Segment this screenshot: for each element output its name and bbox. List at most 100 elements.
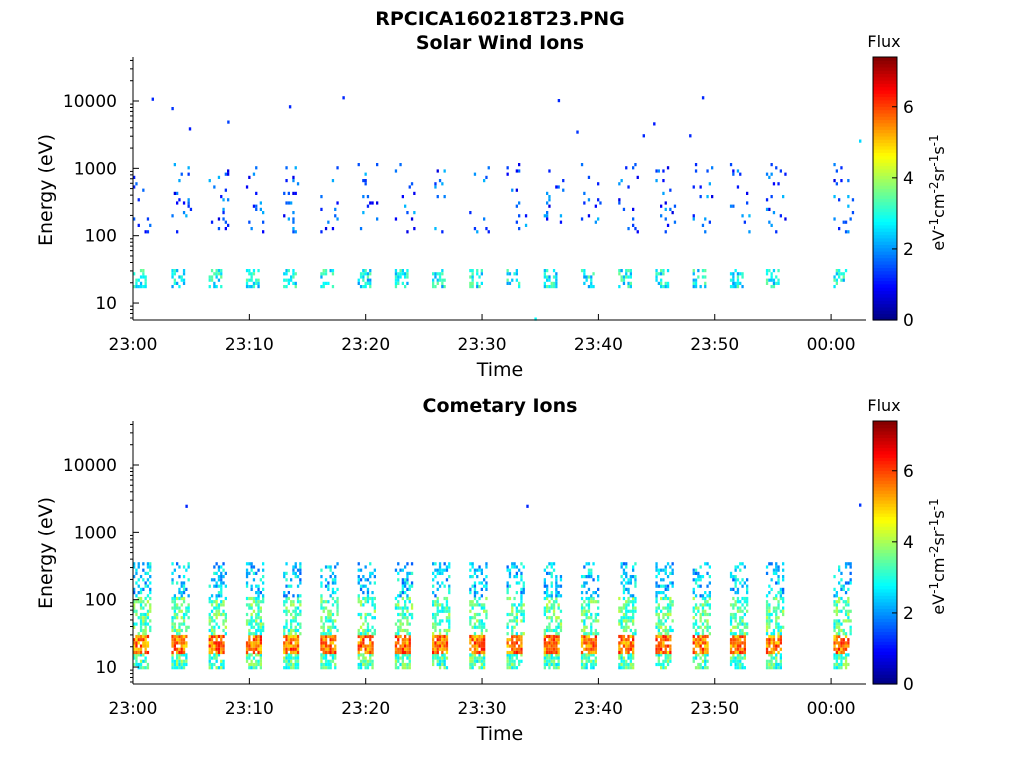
flux-cell [133, 603, 136, 607]
flux-cell [259, 634, 262, 639]
flux-cell [255, 571, 258, 575]
flux-cell [185, 214, 188, 218]
flux-cell [699, 619, 702, 623]
flux-cell [252, 571, 256, 575]
flux-cell [552, 659, 556, 663]
flux-cell [779, 632, 782, 636]
flux-cell [506, 650, 509, 655]
flux-cell [178, 634, 181, 639]
flux-cell [441, 182, 444, 186]
flux-cell [250, 565, 253, 569]
colorbar-segment [873, 287, 897, 292]
flux-cell [324, 565, 328, 569]
flux-cell [557, 616, 560, 620]
flux-cell [480, 571, 483, 575]
flux-cell [699, 666, 702, 670]
flux-cell [546, 269, 549, 273]
flux-cell [322, 644, 325, 648]
flux-cell [142, 622, 145, 626]
flux-cell [436, 281, 439, 285]
flux-cell [699, 578, 702, 582]
flux-cell [443, 169, 446, 173]
flux-cell [664, 594, 667, 598]
flux-cell [441, 581, 444, 585]
flux-cell [146, 230, 150, 234]
flux-cell [587, 603, 591, 607]
flux-cell [248, 638, 251, 642]
flux-cell [373, 575, 376, 579]
flux-cell [394, 269, 398, 273]
flux-cell [397, 281, 400, 285]
flux-cell [840, 596, 843, 601]
flux-cell [697, 269, 700, 273]
flux-cell [322, 632, 325, 636]
flux-cell [849, 628, 852, 633]
flux-cell [182, 272, 186, 276]
flux-cell [369, 644, 372, 648]
flux-cell [176, 659, 179, 663]
flux-cell [559, 594, 563, 598]
flux-cell [741, 650, 744, 655]
flux-cell [838, 625, 841, 629]
flux-cell [397, 659, 400, 663]
flux-cell [320, 619, 323, 623]
flux-cell [618, 619, 621, 623]
flux-cell [622, 275, 626, 279]
colorbar-tick-label: 6 [903, 98, 914, 118]
flux-cell [399, 272, 402, 276]
colorbar-segment [873, 634, 897, 639]
flux-cell [210, 625, 214, 629]
flux-cell [476, 647, 479, 651]
flux-cell [248, 656, 251, 660]
flux-cell [180, 609, 183, 613]
flux-cell [694, 628, 698, 633]
flux-cell [692, 656, 695, 660]
flux-cell [257, 662, 260, 667]
flux-cell [775, 662, 778, 667]
flux-cell [217, 272, 221, 276]
flux-cell [224, 227, 227, 231]
flux-cell [404, 650, 407, 655]
flux-cell [768, 662, 771, 667]
flux-cell [438, 662, 442, 667]
flux-cell [620, 606, 623, 610]
colorbar-segment [873, 470, 897, 475]
flux-cell [768, 625, 771, 629]
flux-cell [664, 565, 667, 569]
flux-cell [660, 584, 663, 588]
flux-cell [322, 600, 325, 604]
flux-cell [520, 619, 523, 623]
flux-cell [838, 619, 841, 623]
flux-cell [669, 659, 672, 663]
flux-cell [849, 609, 852, 613]
flux-cell [743, 647, 746, 651]
flux-cell [622, 644, 626, 648]
flux-cell [704, 666, 707, 670]
flux-cell [290, 625, 293, 629]
flux-cell [369, 662, 372, 667]
flux-cell [518, 638, 521, 642]
flux-cell [483, 666, 486, 670]
flux-cell [397, 603, 400, 607]
flux-cell [149, 581, 152, 585]
flux-cell [133, 625, 136, 629]
flux-cell [706, 628, 709, 633]
flux-cell [550, 281, 553, 285]
flux-cell [625, 622, 628, 626]
flux-cell [171, 269, 174, 273]
flux-cell [508, 666, 512, 670]
flux-cell [506, 632, 509, 636]
colorbar-segment [873, 651, 897, 656]
flux-cell [590, 641, 593, 645]
flux-cell [520, 596, 523, 601]
flux-cell [548, 606, 551, 610]
flux-cell [404, 644, 407, 648]
flux-cell [250, 647, 253, 651]
flux-cell [701, 647, 705, 651]
flux-cell [480, 603, 483, 607]
flux-cell [548, 275, 551, 279]
flux-cell [627, 616, 630, 620]
flux-cell [364, 565, 367, 569]
flux-cell [483, 638, 486, 642]
flux-cell [180, 622, 183, 626]
